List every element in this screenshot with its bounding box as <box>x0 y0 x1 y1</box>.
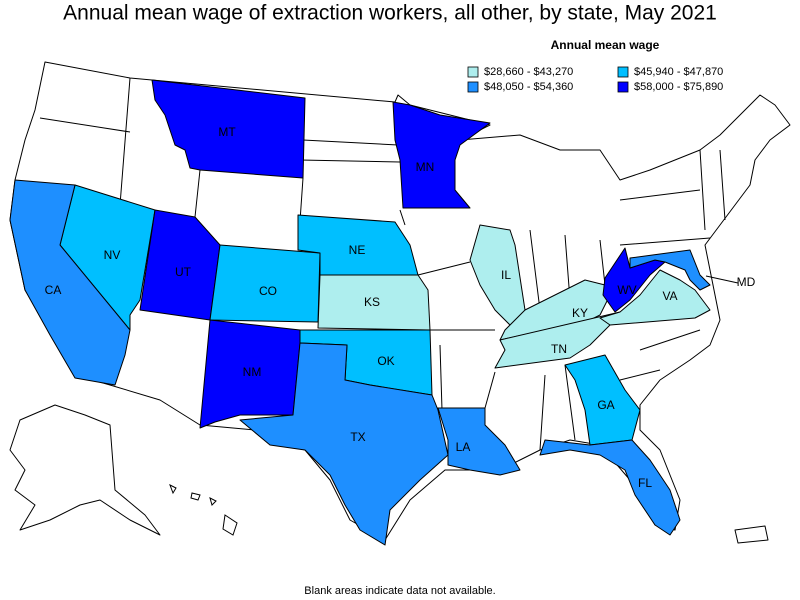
states: MT MN NV UT CO NE KS OK NM TX CA LA IL KY TN WV VA MD GA FL <box>9 79 756 546</box>
state-label: CO <box>259 284 277 298</box>
legend-swatch <box>617 81 629 93</box>
footnote: Blank areas indicate data not available. <box>304 585 495 597</box>
legend-label: $28,660 - $43,270 <box>484 66 573 78</box>
state <box>317 274 431 331</box>
legend-title: Annual mean wage <box>551 38 660 52</box>
state <box>239 342 449 546</box>
hawaii <box>169 483 238 536</box>
state-label: MT <box>218 125 236 139</box>
state <box>629 249 711 291</box>
state-borders <box>39 77 726 451</box>
leader-line <box>705 275 739 284</box>
state-label: NE <box>349 243 366 257</box>
state-label: OK <box>377 354 394 368</box>
state-label: KY <box>572 306 588 320</box>
legend-swatch <box>467 66 479 78</box>
state-label: IL <box>501 268 511 282</box>
state <box>599 269 711 326</box>
legend: $28,660 - $43,270 $45,940 - $47,870 $48,05… <box>467 66 723 93</box>
state-label: CA <box>45 283 62 297</box>
map-title: Annual mean wage of extraction workers, … <box>63 2 717 25</box>
legend-label: $45,940 - $47,870 <box>634 66 723 78</box>
state-label: VA <box>662 289 677 303</box>
state-label: UT <box>175 265 192 279</box>
state-label: NM <box>243 365 262 379</box>
legend-swatch <box>467 81 479 93</box>
state <box>199 319 301 429</box>
state <box>437 407 521 476</box>
state-label: MN <box>416 160 435 174</box>
legend-label: $48,050 - $54,360 <box>484 81 573 93</box>
state-label: NV <box>104 248 121 262</box>
state <box>9 179 131 386</box>
state <box>151 79 306 179</box>
state-label: LA <box>456 440 471 454</box>
alaska <box>9 404 161 536</box>
state <box>539 439 681 536</box>
state-label: TN <box>551 342 567 356</box>
state-label: KS <box>364 295 380 309</box>
puerto-rico <box>734 525 769 544</box>
state-label: FL <box>638 476 652 490</box>
state-label: WV <box>617 283 636 297</box>
state-label: MD <box>737 275 756 289</box>
state <box>392 101 491 209</box>
state-label: GA <box>597 398 614 412</box>
legend-label: $58,000 - $75,890 <box>634 81 723 93</box>
state-label: TX <box>350 430 365 444</box>
legend-swatch <box>617 66 629 78</box>
